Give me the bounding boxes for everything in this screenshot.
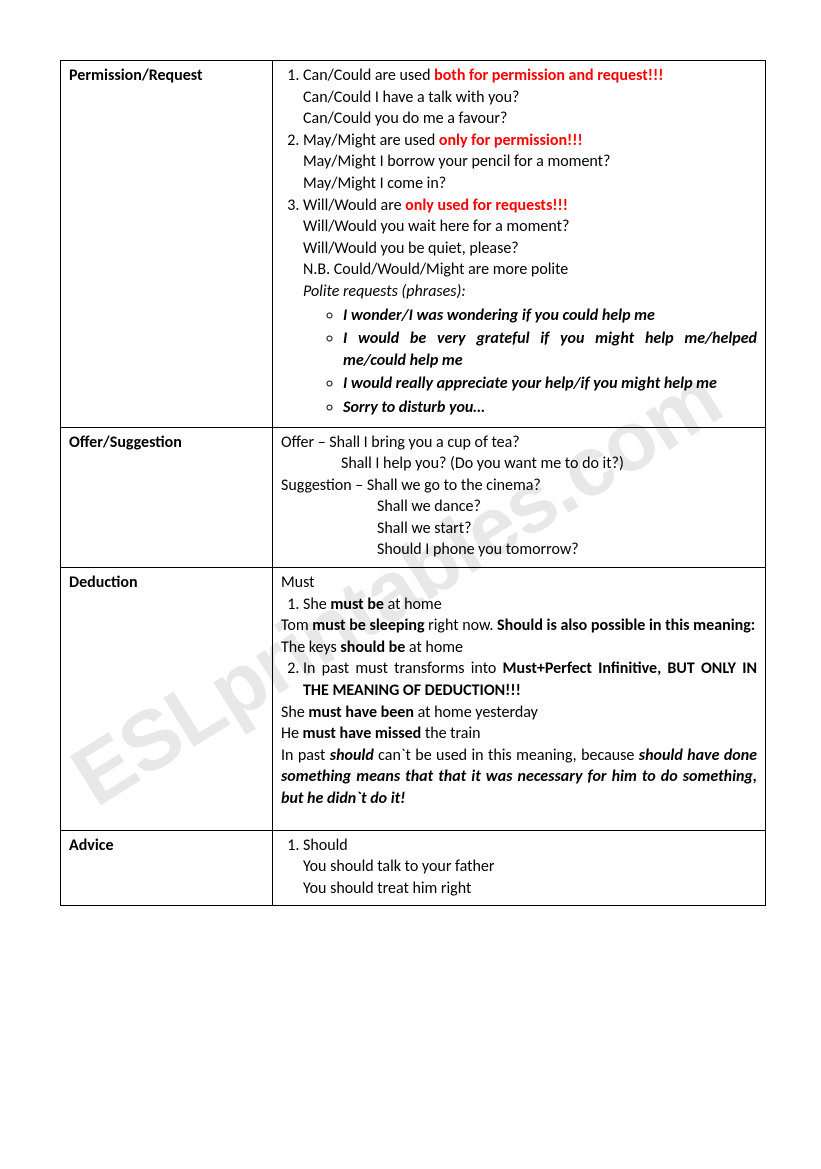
example-text: Will/Would you be quiet, please?: [303, 238, 757, 260]
text-bold-italic: should: [330, 746, 374, 765]
list-item: May/Might are used only for permission!!…: [303, 130, 757, 195]
text: In past: [281, 746, 330, 765]
suggestion-line: Shall we dance?: [281, 496, 757, 518]
list-item: She must be at home: [303, 594, 757, 616]
polite-heading: Polite requests (phrases):: [303, 281, 757, 303]
table-row: Permission/Request Can/Could are used bo…: [61, 61, 766, 428]
row-label-permission: Permission/Request: [61, 61, 273, 428]
text: Will/Would are: [303, 196, 405, 215]
text-bold: must have missed: [303, 724, 422, 743]
table-row: Advice Should You should talk to your fa…: [61, 830, 766, 906]
text: May/Might are used: [303, 131, 439, 150]
row-label-advice: Advice: [61, 830, 273, 906]
advice-list: Should You should talk to your father Yo…: [281, 835, 757, 900]
must-heading: Must: [281, 572, 757, 594]
text: at home: [405, 638, 463, 657]
text: at home: [384, 595, 442, 614]
text-bold: must have been: [308, 703, 414, 722]
text: In past must transforms into: [303, 659, 503, 678]
example-text: Can/Could I have a talk with you?: [303, 87, 757, 109]
example-text: You should treat him right: [303, 878, 757, 900]
grammar-table: Permission/Request Can/Could are used bo…: [60, 60, 766, 906]
example-text: Can/Could you do me a favour?: [303, 108, 757, 130]
past-should-para: In past should can`t be used in this mea…: [281, 745, 757, 810]
bullet-item: I wonder/I was wondering if you could he…: [343, 305, 757, 327]
example-text: You should talk to your father: [303, 856, 757, 878]
list-item: Can/Could are used both for permission a…: [303, 65, 757, 130]
spacer: [281, 810, 757, 824]
example-text: May/Might I come in?: [303, 173, 757, 195]
suggestion-line: Suggestion – Shall we go to the cinema?: [281, 475, 757, 497]
keys-line: The keys should be at home: [281, 637, 757, 659]
text-bold: must be sleeping: [312, 616, 424, 635]
table-row: Offer/Suggestion Offer – Shall I bring y…: [61, 427, 766, 568]
table-row: Deduction Must She must be at home Tom m…: [61, 568, 766, 831]
he-line: He must have missed the train: [281, 723, 757, 745]
text: right now.: [425, 616, 497, 635]
text: She: [281, 703, 308, 722]
text: He: [281, 724, 303, 743]
text-bold-italic: something means that that it was necessa…: [281, 767, 757, 808]
emphasis-text: both for permission and request!!!: [434, 66, 663, 85]
offer-line: Shall I help you? (Do you want me to do …: [281, 453, 757, 475]
text: Can/Could are used: [303, 66, 434, 85]
polite-bullets: I wonder/I was wondering if you could he…: [303, 305, 757, 419]
text-bold: Should is also possible in this meaning:: [497, 616, 755, 635]
list-item: In past must transforms into Must+Perfec…: [303, 658, 757, 701]
she-line: She must have been at home yesterday: [281, 702, 757, 724]
text: The keys: [281, 638, 340, 657]
row-content-permission: Can/Could are used both for permission a…: [273, 61, 766, 428]
row-label-offer: Offer/Suggestion: [61, 427, 273, 568]
suggestion-line: Shall we start?: [281, 518, 757, 540]
bullet-item: I would be very grateful if you might he…: [343, 328, 757, 371]
row-label-deduction: Deduction: [61, 568, 273, 831]
row-content-advice: Should You should talk to your father Yo…: [273, 830, 766, 906]
deduction-para: Tom must be sleeping right now. Should i…: [281, 615, 757, 637]
example-text: May/Might I borrow your pencil for a mom…: [303, 151, 757, 173]
bullet-item: I would really appreciate your help/if y…: [343, 373, 757, 395]
list-item: Should You should talk to your father Yo…: [303, 835, 757, 900]
text: at home yesterday: [414, 703, 538, 722]
text: Should: [303, 836, 348, 855]
emphasis-text: only used for requests!!!: [405, 196, 568, 215]
text: the train: [421, 724, 480, 743]
text-bold-italic: should have done: [639, 746, 757, 765]
list-item: Will/Would are only used for requests!!!…: [303, 195, 757, 419]
row-content-deduction: Must She must be at home Tom must be sle…: [273, 568, 766, 831]
deduction-list: She must be at home: [281, 594, 757, 616]
deduction-list-2: In past must transforms into Must+Perfec…: [281, 658, 757, 701]
emphasis-text: only for permission!!!: [439, 131, 583, 150]
example-text: Will/Would you wait here for a moment?: [303, 216, 757, 238]
row-content-offer: Offer – Shall I bring you a cup of tea? …: [273, 427, 766, 568]
offer-line: Offer – Shall I bring you a cup of tea?: [281, 432, 757, 454]
bullet-item: Sorry to disturb you…: [343, 397, 757, 419]
page-container: Permission/Request Can/Could are used bo…: [0, 0, 821, 966]
text-bold: must be: [330, 595, 384, 614]
text: She: [303, 595, 330, 614]
text: Tom: [281, 616, 312, 635]
suggestion-line: Should I phone you tomorrow?: [281, 539, 757, 561]
permission-list: Can/Could are used both for permission a…: [281, 65, 757, 419]
text-bold: should be: [340, 638, 405, 657]
text: can`t be used in this meaning, because: [374, 746, 639, 765]
nb-text: N.B. Could/Would/Might are more polite: [303, 259, 757, 281]
